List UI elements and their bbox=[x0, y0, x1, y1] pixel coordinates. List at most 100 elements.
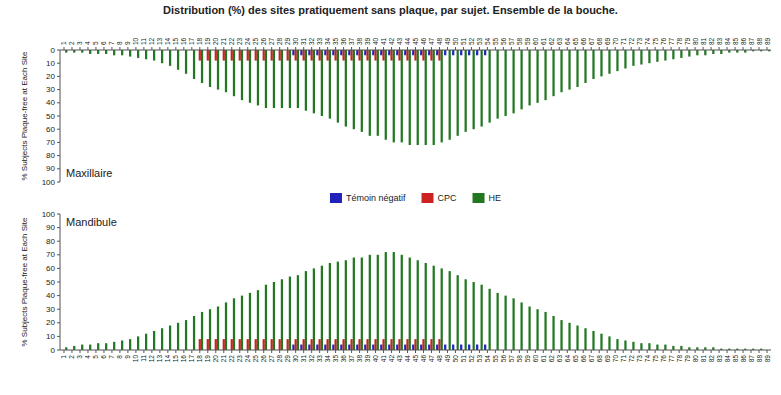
bar bbox=[656, 50, 658, 62]
x-tick-label: 41 bbox=[380, 355, 387, 363]
bar bbox=[640, 50, 642, 65]
x-tick-label: 38 bbox=[356, 355, 363, 363]
bar bbox=[489, 50, 491, 123]
x-tick bbox=[383, 350, 384, 353]
bar bbox=[484, 50, 486, 55]
x-tick bbox=[615, 350, 616, 353]
x-tick bbox=[343, 47, 344, 50]
x-tick bbox=[175, 47, 176, 50]
x-tick bbox=[183, 350, 184, 353]
x-tick-label: 2 bbox=[68, 41, 75, 45]
x-tick-label: 84 bbox=[724, 355, 731, 363]
y-tick-label: 90 bbox=[46, 223, 55, 232]
bar bbox=[311, 50, 313, 61]
y-tick bbox=[57, 268, 60, 269]
y-tick bbox=[57, 168, 60, 169]
x-tick-label: 17 bbox=[188, 37, 195, 45]
x-tick bbox=[743, 350, 744, 353]
x-tick bbox=[623, 47, 624, 50]
bar bbox=[305, 50, 307, 111]
bar bbox=[137, 50, 139, 58]
y-tick bbox=[57, 155, 60, 156]
bar bbox=[161, 328, 163, 350]
y-tick bbox=[57, 322, 60, 323]
x-tick-label: 8 bbox=[116, 41, 123, 45]
x-tick bbox=[743, 47, 744, 50]
x-tick bbox=[111, 47, 112, 50]
bar bbox=[257, 290, 259, 350]
x-tick-label: 31 bbox=[300, 355, 307, 363]
x-tick-label: 51 bbox=[460, 37, 467, 45]
x-tick-label: 30 bbox=[292, 37, 299, 45]
x-tick-label: 15 bbox=[172, 37, 179, 45]
bar bbox=[484, 345, 486, 350]
x-tick bbox=[295, 350, 296, 353]
x-tick bbox=[207, 350, 208, 353]
x-tick-label: 18 bbox=[196, 37, 203, 45]
bar bbox=[512, 50, 514, 113]
bar bbox=[273, 50, 275, 108]
x-tick bbox=[471, 350, 472, 353]
bar bbox=[348, 50, 350, 55]
x-tick-label: 19 bbox=[204, 355, 211, 363]
bar bbox=[414, 339, 416, 350]
bar bbox=[481, 50, 483, 127]
x-tick-label: 47 bbox=[428, 355, 435, 363]
x-tick-label: 54 bbox=[484, 37, 491, 45]
legend-label: Témoin négatif bbox=[346, 193, 406, 203]
x-tick-label: 52 bbox=[468, 37, 475, 45]
x-tick-label: 76 bbox=[660, 37, 667, 45]
bar bbox=[247, 50, 249, 61]
bar bbox=[364, 50, 366, 55]
x-tick-label: 82 bbox=[708, 355, 715, 363]
bar bbox=[313, 268, 315, 350]
bar bbox=[420, 50, 422, 55]
x-tick bbox=[599, 350, 600, 353]
x-tick bbox=[503, 350, 504, 353]
x-tick-label: 39 bbox=[364, 355, 371, 363]
bar bbox=[592, 50, 594, 79]
bar bbox=[632, 342, 634, 350]
bar bbox=[672, 50, 674, 59]
x-tick bbox=[639, 350, 640, 353]
bar bbox=[334, 50, 336, 61]
bar bbox=[624, 340, 626, 350]
x-tick bbox=[135, 47, 136, 50]
x-tick bbox=[159, 47, 160, 50]
bar bbox=[536, 309, 538, 350]
y-tick-label: 70 bbox=[46, 250, 55, 259]
bar bbox=[193, 316, 195, 350]
bar bbox=[279, 339, 281, 350]
bar bbox=[444, 345, 446, 350]
x-tick-label: 18 bbox=[196, 355, 203, 363]
bar bbox=[199, 50, 201, 61]
x-tick bbox=[575, 47, 576, 50]
bar bbox=[129, 339, 131, 350]
x-tick-label: 46 bbox=[420, 355, 427, 363]
bar bbox=[436, 345, 438, 350]
bar bbox=[295, 50, 297, 61]
x-tick-label: 57 bbox=[508, 37, 515, 45]
bar bbox=[640, 343, 642, 350]
y-tick-label: 100 bbox=[42, 210, 56, 219]
bar bbox=[239, 50, 241, 61]
bar bbox=[287, 339, 289, 350]
bar bbox=[377, 50, 379, 136]
x-tick-label: 85 bbox=[732, 37, 739, 45]
x-tick bbox=[431, 350, 432, 353]
x-tick bbox=[407, 47, 408, 50]
x-tick bbox=[119, 47, 120, 50]
x-tick bbox=[647, 350, 648, 353]
x-tick-label: 14 bbox=[164, 37, 171, 45]
x-tick-label: 62 bbox=[548, 355, 555, 363]
x-tick-label: 70 bbox=[612, 355, 619, 363]
x-tick bbox=[703, 350, 704, 353]
bar bbox=[396, 50, 398, 55]
bar bbox=[369, 255, 371, 350]
bar bbox=[313, 50, 315, 113]
bar bbox=[528, 50, 530, 105]
bar bbox=[97, 50, 99, 54]
x-tick bbox=[327, 47, 328, 50]
x-tick bbox=[487, 47, 488, 50]
x-tick-label: 59 bbox=[524, 355, 531, 363]
